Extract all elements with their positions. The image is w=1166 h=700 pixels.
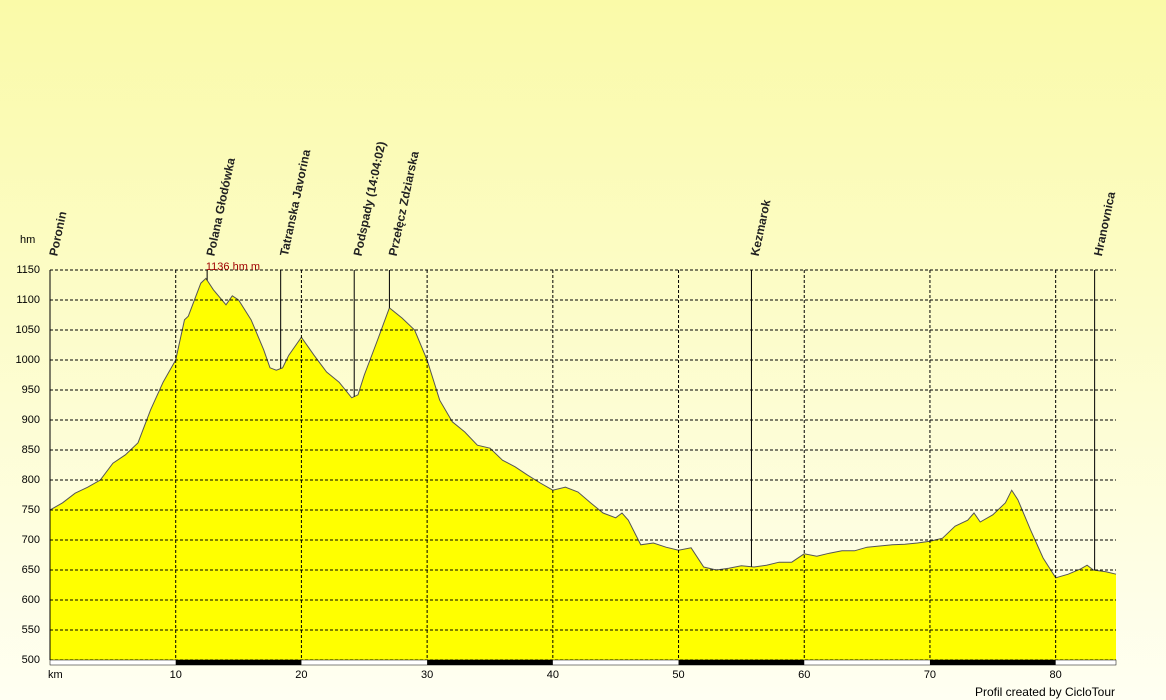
x-axis-label: km bbox=[48, 669, 63, 681]
x-tick-label: 70 bbox=[924, 669, 936, 681]
y-tick-label: 800 bbox=[22, 474, 40, 486]
profile-area bbox=[50, 278, 1116, 660]
x-axis-segment bbox=[929, 660, 1056, 665]
x-axis-bar bbox=[49, 659, 1117, 666]
y-tick-label: 500 bbox=[22, 654, 40, 666]
x-tick-label: 10 bbox=[170, 669, 182, 681]
x-tick-label: 50 bbox=[672, 669, 684, 681]
y-tick-label: 950 bbox=[22, 384, 40, 396]
y-tick-label: 1100 bbox=[16, 294, 40, 306]
peak-annotation: 1136 hm m bbox=[206, 261, 260, 273]
x-tick-label: 80 bbox=[1050, 669, 1062, 681]
y-tick-label: 700 bbox=[22, 534, 40, 546]
x-tick-label: 60 bbox=[798, 669, 810, 681]
y-tick-label: 750 bbox=[22, 504, 40, 516]
y-tick-label: 550 bbox=[22, 624, 40, 636]
y-tick-label: 1000 bbox=[16, 354, 40, 366]
x-tick-label: 30 bbox=[421, 669, 433, 681]
y-tick-label: 900 bbox=[22, 414, 40, 426]
profile-line bbox=[49, 277, 1117, 579]
x-tick-label: 40 bbox=[547, 669, 559, 681]
x-axis-segment bbox=[175, 660, 302, 665]
y-axis-label: hm bbox=[20, 234, 35, 246]
y-tick-label: 1050 bbox=[16, 324, 40, 336]
y-tick-label: 850 bbox=[22, 444, 40, 456]
y-tick-label: 600 bbox=[22, 594, 40, 606]
y-tick-label: 1150 bbox=[16, 264, 40, 276]
footer: Profil created by CicloTour bbox=[975, 685, 1115, 699]
x-axis-segment bbox=[427, 660, 553, 665]
x-axis-segment bbox=[678, 660, 805, 665]
y-tick-label: 650 bbox=[22, 564, 40, 576]
x-tick-label: 20 bbox=[295, 669, 307, 681]
